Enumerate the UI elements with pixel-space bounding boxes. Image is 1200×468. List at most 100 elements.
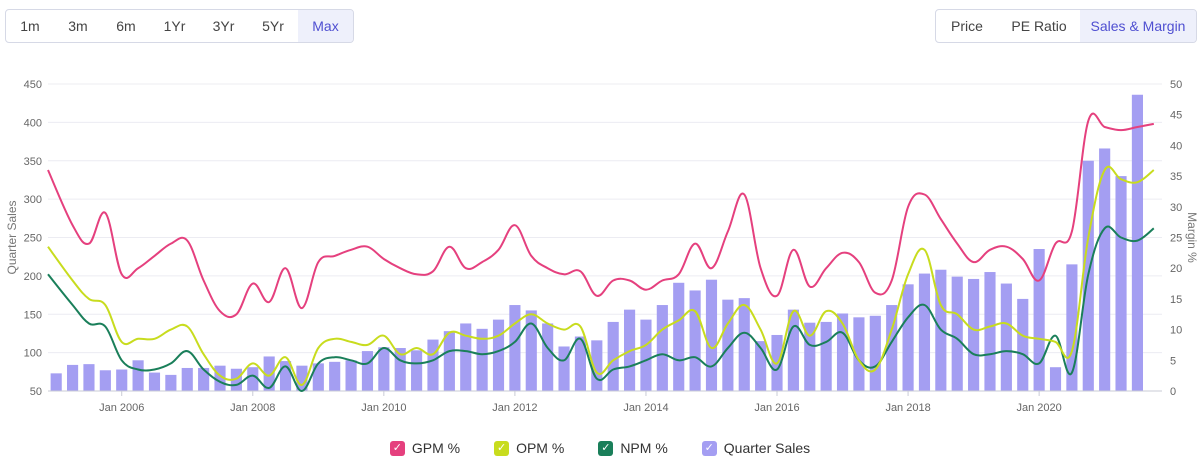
sales-bar <box>378 347 390 391</box>
sales-bar <box>902 284 914 391</box>
sales-bar <box>132 360 144 391</box>
sales-bar <box>804 322 816 391</box>
sales-bar <box>50 373 62 391</box>
y-tick-label: 250 <box>24 233 42 245</box>
chart-legend: ✓ GPM % ✓ OPM % ✓ NPM % ✓ Quarter Sales <box>0 440 1200 456</box>
view-selector: Price PE Ratio Sales & Margin <box>935 9 1197 43</box>
sales-bar <box>476 328 488 391</box>
sales-bar <box>263 356 275 391</box>
legend-item-gpm[interactable]: ✓ GPM % <box>389 440 461 456</box>
sales-bar <box>918 273 931 391</box>
sales-bar <box>198 367 210 391</box>
sales-bar <box>247 367 259 391</box>
range-3yr-button[interactable]: 3Yr <box>212 18 235 34</box>
x-tick-label: Jan 2020 <box>1016 402 1061 414</box>
sales-bar <box>99 370 111 391</box>
checkbox-icon: ✓ <box>389 440 405 456</box>
y2-axis-title: Margin % <box>1185 212 1199 263</box>
sales-bar <box>1000 283 1012 391</box>
sales-bar <box>148 372 161 391</box>
sales-bar <box>542 323 554 391</box>
y2-tick-label: 30 <box>1170 202 1182 214</box>
view-sales-margin-button[interactable]: Sales & Margin <box>1080 10 1196 42</box>
sales-bar <box>607 321 619 391</box>
sales-bar <box>640 319 652 391</box>
sales-bar <box>312 363 324 391</box>
sales-bar <box>394 348 406 391</box>
opm-line <box>47 165 1155 386</box>
sales-bar <box>296 365 308 391</box>
y2-tick-label: 10 <box>1170 325 1182 337</box>
sales-bar <box>1066 264 1078 391</box>
sales-bar <box>345 360 357 391</box>
legend-item-quarter-sales[interactable]: ✓ Quarter Sales <box>701 440 811 456</box>
view-pe-ratio-button[interactable]: PE Ratio <box>1011 18 1067 34</box>
sales-bar <box>951 276 963 391</box>
sales-bar <box>574 336 586 391</box>
sales-bar <box>591 340 603 391</box>
range-1m-button[interactable]: 1m <box>20 18 40 34</box>
sales-bar <box>361 351 374 391</box>
y2-tick-label: 5 <box>1170 355 1176 367</box>
sales-bar <box>509 305 521 391</box>
range-3m-button[interactable]: 3m <box>68 18 88 34</box>
sales-bar <box>755 341 767 391</box>
y2-tick-label: 20 <box>1170 263 1182 275</box>
sales-bar <box>525 310 537 391</box>
sales-bar <box>1049 367 1062 391</box>
sales-bar <box>1115 176 1127 391</box>
sales-bar <box>558 346 570 391</box>
y-tick-label: 150 <box>24 309 42 321</box>
x-tick-label: Jan 2012 <box>492 402 537 414</box>
y-axis-title: Quarter Sales <box>5 200 19 274</box>
sales-bar <box>214 365 226 391</box>
npm-line <box>47 225 1155 392</box>
y2-tick-label: 25 <box>1170 233 1182 245</box>
x-tick-label: Jan 2014 <box>623 402 668 414</box>
sales-bar <box>116 369 128 391</box>
sales-bar <box>83 364 95 391</box>
range-selector: 1m 3m 6m 1Yr 3Yr 5Yr Max <box>5 9 354 43</box>
range-max-button[interactable]: Max <box>298 10 353 42</box>
checkbox-icon: ✓ <box>598 440 614 456</box>
gpm-line <box>47 112 1155 319</box>
range-5yr-button[interactable]: 5Yr <box>262 18 284 34</box>
legend-item-npm[interactable]: ✓ NPM % <box>598 440 668 456</box>
sales-bar <box>67 364 79 391</box>
sales-bar <box>329 361 341 391</box>
x-tick-label: Jan 2006 <box>99 402 144 414</box>
sales-bar <box>460 323 472 391</box>
sales-bar <box>689 290 701 391</box>
y-tick-label: 300 <box>24 194 42 206</box>
sales-bar <box>984 272 996 391</box>
y2-tick-label: 40 <box>1170 140 1182 152</box>
y-tick-label: 50 <box>30 386 42 398</box>
legend-item-opm[interactable]: ✓ OPM % <box>494 440 564 456</box>
y2-tick-label: 15 <box>1170 294 1182 306</box>
sales-bar <box>1099 148 1111 391</box>
sales-bar <box>673 282 685 391</box>
sales-bar <box>722 299 734 391</box>
sales-bar <box>181 367 193 391</box>
sales-bar <box>165 374 177 391</box>
sales-bar <box>1131 94 1143 392</box>
sales-bar <box>886 305 898 391</box>
legend-label: Quarter Sales <box>723 440 811 456</box>
y-tick-label: 200 <box>24 271 42 283</box>
sales-bar <box>1033 249 1045 391</box>
sales-bar <box>869 315 881 391</box>
sales-bar <box>656 305 668 391</box>
sales-bar <box>427 339 439 391</box>
y-tick-label: 450 <box>24 79 42 91</box>
x-tick-label: Jan 2016 <box>754 402 799 414</box>
sales-bar <box>968 278 980 391</box>
legend-label: GPM % <box>411 440 461 456</box>
y2-tick-label: 45 <box>1170 110 1182 122</box>
sales-bar <box>705 279 718 391</box>
range-6m-button[interactable]: 6m <box>116 18 136 34</box>
view-price-button[interactable]: Price <box>951 18 983 34</box>
legend-label: OPM % <box>516 440 565 456</box>
range-1yr-button[interactable]: 1Yr <box>163 18 186 34</box>
y-tick-label: 400 <box>24 117 42 129</box>
